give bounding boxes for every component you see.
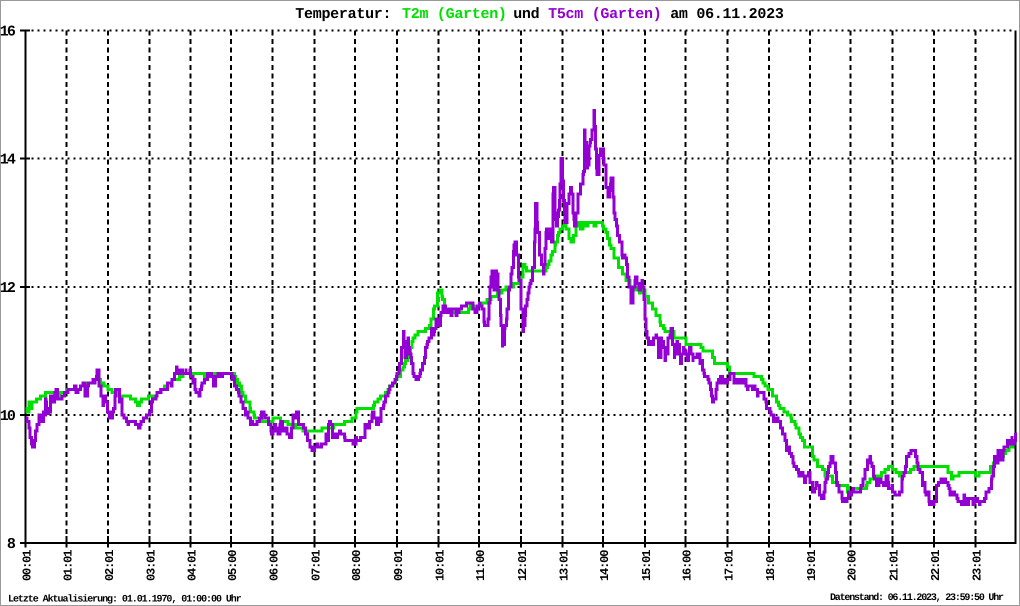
svg-text:18:01: 18:01 — [764, 550, 778, 581]
svg-text:01:01: 01:01 — [62, 550, 76, 581]
svg-text:00:01: 00:01 — [20, 550, 34, 581]
svg-text:16:00: 16:00 — [681, 550, 695, 581]
svg-text:05:00: 05:00 — [226, 550, 240, 581]
svg-text:09:01: 09:01 — [392, 550, 406, 581]
svg-text:15:01: 15:01 — [640, 550, 654, 581]
svg-text:14: 14 — [0, 152, 16, 169]
svg-text:07:01: 07:01 — [310, 550, 324, 581]
svg-text:12:01: 12:01 — [516, 550, 530, 581]
svg-text:04:01: 04:01 — [186, 550, 200, 581]
svg-text:02:01: 02:01 — [103, 550, 117, 581]
svg-text:21:01: 21:01 — [888, 550, 902, 581]
svg-text:8: 8 — [7, 536, 16, 553]
svg-text:10:01: 10:01 — [433, 550, 447, 581]
svg-text:T5cm (Garten): T5cm (Garten) — [548, 6, 661, 23]
svg-text:Datenstand: 06.11.2023, 23:59:: Datenstand: 06.11.2023, 23:59:50 Uhr — [830, 592, 1004, 604]
svg-text:19:01: 19:01 — [805, 550, 819, 581]
svg-text:16: 16 — [0, 23, 16, 40]
svg-text:20:00: 20:00 — [846, 550, 860, 581]
svg-text:Letzte Aktualisierung: 01.01.1: Letzte Aktualisierung: 01.01.1970, 01:00… — [8, 594, 242, 606]
svg-text:14:00: 14:00 — [598, 550, 612, 581]
svg-text:23:01: 23:01 — [970, 550, 984, 581]
svg-text:10: 10 — [0, 408, 16, 425]
svg-text:22:01: 22:01 — [929, 550, 943, 581]
svg-text:und: und — [513, 6, 539, 23]
svg-text:11:00: 11:00 — [474, 550, 488, 581]
svg-text:17:01: 17:01 — [723, 550, 737, 581]
svg-text:08:00: 08:00 — [350, 550, 364, 581]
svg-text:12: 12 — [0, 280, 16, 297]
svg-text:06:00: 06:00 — [268, 550, 282, 581]
svg-text:am 06.11.2023: am 06.11.2023 — [670, 6, 784, 23]
svg-text:13:01: 13:01 — [557, 550, 571, 581]
svg-text:03:01: 03:01 — [144, 550, 158, 581]
svg-text:T2m (Garten): T2m (Garten) — [402, 6, 507, 23]
svg-text:Temperatur:: Temperatur: — [295, 6, 391, 23]
